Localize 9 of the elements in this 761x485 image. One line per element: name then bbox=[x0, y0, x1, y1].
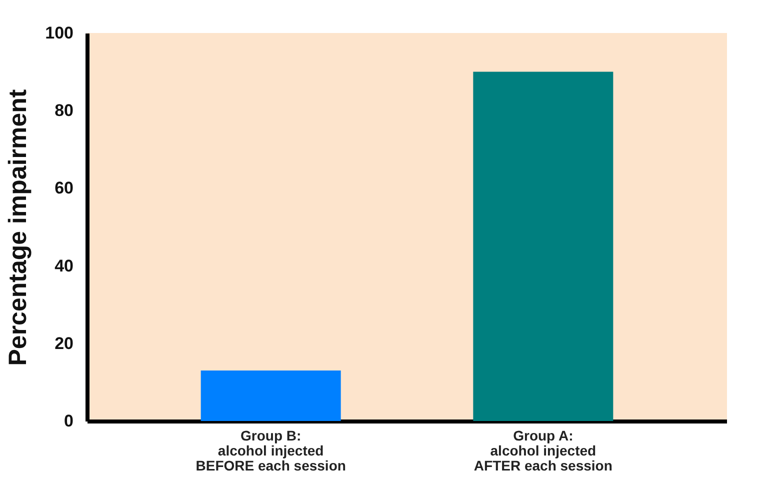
y-tick-label: 20 bbox=[54, 334, 74, 353]
y-axis-title: Percentage impairment bbox=[4, 88, 32, 366]
x-tick-label: Group A: alcohol injected AFTER each session bbox=[474, 428, 612, 474]
y-tick-label: 80 bbox=[54, 101, 74, 120]
y-tick-label: 0 bbox=[64, 412, 74, 430]
x-tick-label: Group B: alcohol injected BEFORE each session bbox=[196, 428, 346, 474]
y-tick-label: 60 bbox=[54, 178, 74, 198]
y-tick-label: 100 bbox=[45, 24, 74, 42]
y-tick-label: 40 bbox=[54, 256, 74, 276]
